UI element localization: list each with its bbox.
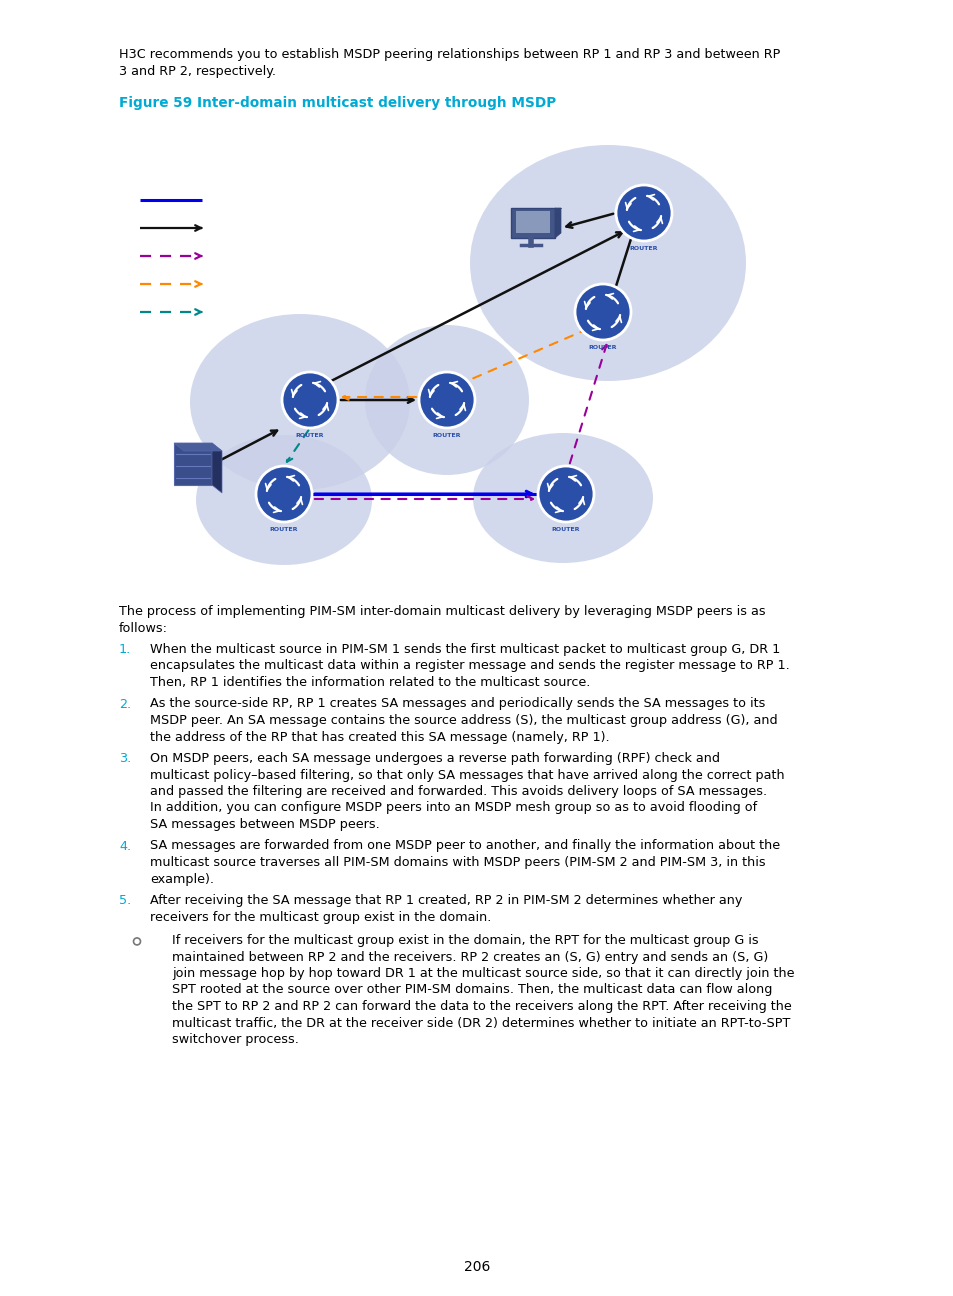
Ellipse shape <box>365 325 529 476</box>
Text: The process of implementing PIM-SM inter-domain multicast delivery by leveraging: The process of implementing PIM-SM inter… <box>119 605 765 618</box>
Text: 2.: 2. <box>119 697 131 710</box>
Circle shape <box>537 467 594 522</box>
Text: maintained between RP 2 and the receivers. RP 2 creates an (S, G) entry and send: maintained between RP 2 and the receiver… <box>172 950 767 963</box>
Text: ROUTER: ROUTER <box>270 527 298 531</box>
Text: After receiving the SA message that RP 1 created, RP 2 in PIM-SM 2 determines wh: After receiving the SA message that RP 1… <box>150 894 741 907</box>
Text: ROUTER: ROUTER <box>433 433 460 438</box>
Circle shape <box>133 938 140 945</box>
Text: MSDP peer. An SA message contains the source address (S), the multicast group ad: MSDP peer. An SA message contains the so… <box>150 714 777 727</box>
Text: and passed the filtering are received and forwarded. This avoids delivery loops : and passed the filtering are received an… <box>150 785 766 798</box>
Text: As the source-side RP, RP 1 creates SA messages and periodically sends the SA me: As the source-side RP, RP 1 creates SA m… <box>150 697 764 710</box>
Circle shape <box>575 284 630 340</box>
Text: If receivers for the multicast group exist in the domain, the RPT for the multic: If receivers for the multicast group exi… <box>172 934 758 947</box>
Ellipse shape <box>190 314 410 490</box>
Text: multicast policy–based filtering, so that only SA messages that have arrived alo: multicast policy–based filtering, so tha… <box>150 769 783 781</box>
Text: the SPT to RP 2 and RP 2 can forward the data to the receivers along the RPT. Af: the SPT to RP 2 and RP 2 can forward the… <box>172 1001 791 1013</box>
FancyBboxPatch shape <box>173 443 212 485</box>
Text: SA messages are forwarded from one MSDP peer to another, and finally the informa: SA messages are forwarded from one MSDP … <box>150 840 780 853</box>
Text: follows:: follows: <box>119 622 168 635</box>
Text: In addition, you can configure MSDP peers into an MSDP mesh group so as to avoid: In addition, you can configure MSDP peer… <box>150 801 757 814</box>
Polygon shape <box>173 443 222 451</box>
Polygon shape <box>555 207 560 238</box>
Text: multicast source traverses all PIM-SM domains with MSDP peers (PIM-SM 2 and PIM-: multicast source traverses all PIM-SM do… <box>150 855 765 870</box>
Text: 5.: 5. <box>119 894 132 907</box>
Circle shape <box>282 372 337 428</box>
Text: encapsulates the multicast data within a register message and sends the register: encapsulates the multicast data within a… <box>150 660 789 673</box>
Ellipse shape <box>195 435 372 565</box>
Text: SPT rooted at the source over other PIM-SM domains. Then, the multicast data can: SPT rooted at the source over other PIM-… <box>172 984 772 997</box>
Text: receivers for the multicast group exist in the domain.: receivers for the multicast group exist … <box>150 911 491 924</box>
Ellipse shape <box>473 433 652 562</box>
Text: join message hop by hop toward DR 1 at the multicast source side, so that it can: join message hop by hop toward DR 1 at t… <box>172 967 794 980</box>
Text: Then, RP 1 identifies the information related to the multicast source.: Then, RP 1 identifies the information re… <box>150 677 590 689</box>
Text: ROUTER: ROUTER <box>551 527 579 531</box>
Text: multicast traffic, the DR at the receiver side (DR 2) determines whether to init: multicast traffic, the DR at the receive… <box>172 1016 789 1029</box>
Text: SA messages between MSDP peers.: SA messages between MSDP peers. <box>150 818 379 831</box>
Text: When the multicast source in PIM-SM 1 sends the first multicast packet to multic: When the multicast source in PIM-SM 1 se… <box>150 643 780 656</box>
Text: 3 and RP 2, respectively.: 3 and RP 2, respectively. <box>119 65 275 78</box>
Text: On MSDP peers, each SA message undergoes a reverse path forwarding (RPF) check a: On MSDP peers, each SA message undergoes… <box>150 752 720 765</box>
Text: 206: 206 <box>463 1260 490 1274</box>
Text: 1.: 1. <box>119 643 132 656</box>
Text: 4.: 4. <box>119 840 131 853</box>
Circle shape <box>255 467 312 522</box>
Ellipse shape <box>470 145 745 381</box>
Circle shape <box>418 372 475 428</box>
Text: ROUTER: ROUTER <box>629 246 658 251</box>
Polygon shape <box>212 443 222 492</box>
Text: the address of the RP that has created this SA message (namely, RP 1).: the address of the RP that has created t… <box>150 731 609 744</box>
Text: example).: example). <box>150 872 213 885</box>
FancyBboxPatch shape <box>516 211 550 233</box>
Text: switchover process.: switchover process. <box>172 1033 298 1046</box>
Text: ROUTER: ROUTER <box>295 433 324 438</box>
Text: Figure 59 Inter-domain multicast delivery through MSDP: Figure 59 Inter-domain multicast deliver… <box>119 96 556 110</box>
Text: 3.: 3. <box>119 752 132 765</box>
Text: ROUTER: ROUTER <box>588 345 617 350</box>
Circle shape <box>616 185 671 241</box>
Text: H3C recommends you to establish MSDP peering relationships between RP 1 and RP 3: H3C recommends you to establish MSDP pee… <box>119 48 780 61</box>
FancyBboxPatch shape <box>511 207 555 238</box>
